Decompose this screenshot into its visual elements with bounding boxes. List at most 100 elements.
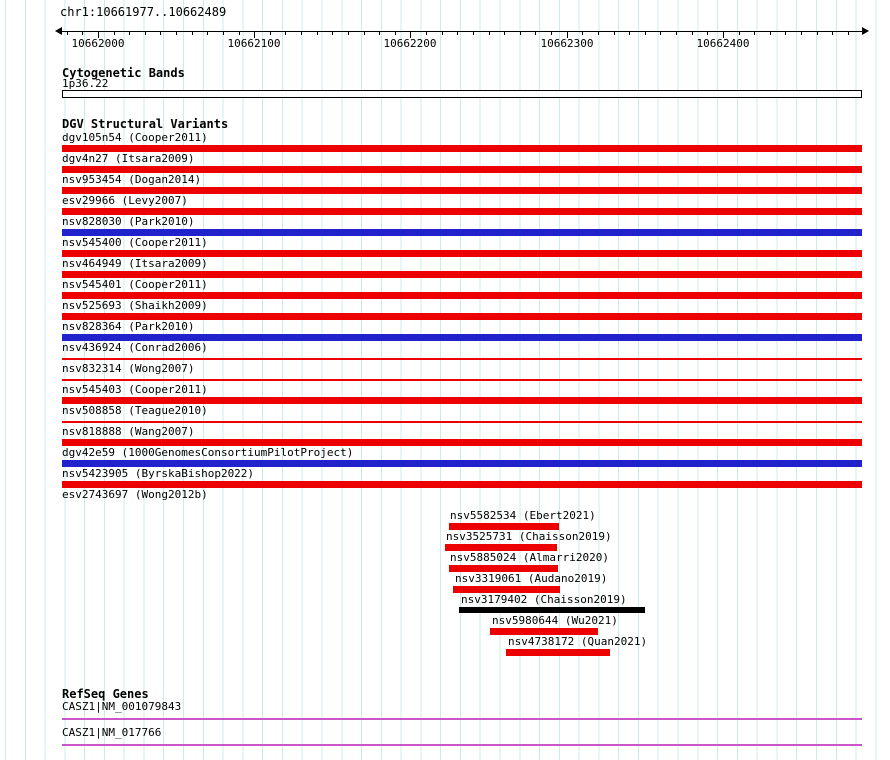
variant-label: dgv105n54 (Cooper2011) — [62, 131, 208, 144]
variant-label: nsv5980644 (Wu2021) — [492, 614, 618, 627]
variant-bar[interactable] — [62, 145, 862, 152]
ruler-minor-tick — [660, 31, 662, 35]
ruler-minor-tick — [613, 31, 615, 35]
refseq-rows: CASZ1|NM_001079843 CASZ1|NM_017766 — [0, 701, 890, 757]
variant-label: nsv5582534 (Ebert2021) — [450, 509, 596, 522]
variant-bar[interactable] — [62, 292, 862, 299]
variant-bar[interactable] — [62, 358, 862, 360]
variant-row: nsv828030 (Park2010) — [0, 215, 890, 236]
ruler-minor-tick — [832, 31, 834, 35]
variant-bar[interactable] — [62, 397, 862, 404]
variant-bar[interactable] — [62, 439, 862, 446]
variant-row: dgv4n27 (Itsara2009) — [0, 152, 890, 173]
variant-label: nsv4738172 (Quan2021) — [508, 635, 648, 648]
variant-bar[interactable] — [62, 313, 862, 320]
ruler-right-arrow-icon — [862, 27, 869, 35]
variant-row: nsv4738172 (Quan2021) — [0, 635, 890, 656]
variant-bar[interactable] — [62, 271, 862, 278]
variant-bar[interactable] — [453, 586, 560, 593]
variant-label: nsv953454 (Dogan2014) — [62, 173, 202, 186]
ruler-tick-label: 10662200 — [383, 37, 437, 50]
variant-row: nsv525693 (Shaikh2009) — [0, 299, 890, 320]
gene-label: CASZ1|NM_001079843 — [62, 700, 182, 713]
variant-label: nsv828030 (Park2010) — [62, 215, 195, 228]
ruler-minor-tick — [82, 31, 84, 35]
variant-row: nsv5980644 (Wu2021) — [0, 614, 890, 635]
ruler-minor-tick — [488, 31, 490, 35]
variant-label: nsv508858 (Teague2010) — [62, 404, 208, 417]
variant-bar[interactable] — [62, 250, 862, 257]
ruler-minor-tick — [754, 31, 756, 35]
variant-label: nsv545400 (Cooper2011) — [62, 236, 208, 249]
variant-row: dgv42e59 (1000GenomesConsortiumPilotProj… — [0, 446, 890, 467]
variant-row: nsv818888 (Wang2007) — [0, 425, 890, 446]
variant-bar[interactable] — [62, 379, 862, 381]
gene-row: CASZ1|NM_017766 — [0, 727, 890, 753]
variant-row: nsv828364 (Park2010) — [0, 320, 890, 341]
variant-row: nsv436924 (Conrad2006) — [0, 341, 890, 362]
variant-label: esv29966 (Levy2007) — [62, 194, 188, 207]
variant-bar[interactable] — [62, 421, 862, 423]
variant-row: nsv545401 (Cooper2011) — [0, 278, 890, 299]
ruler-minor-tick — [238, 31, 240, 35]
ruler-major-tick — [723, 31, 724, 38]
variant-bar[interactable] — [445, 544, 557, 551]
ruler-minor-tick — [582, 31, 584, 35]
variant-bar[interactable] — [459, 607, 645, 613]
variant-label: nsv525693 (Shaikh2009) — [62, 299, 208, 312]
ruler-minor-tick — [285, 31, 287, 35]
ruler-major-tick — [410, 31, 411, 38]
variant-bar[interactable] — [449, 565, 558, 572]
variant-label: nsv545403 (Cooper2011) — [62, 383, 208, 396]
ruler: 10662000 10662100 10662200 10662300 10662400 — [0, 0, 890, 50]
ruler-minor-tick — [332, 31, 334, 35]
variant-bar[interactable] — [62, 334, 862, 341]
ruler-minor-tick — [176, 31, 178, 35]
ruler-minor-tick — [738, 31, 740, 35]
variant-bar[interactable] — [62, 187, 862, 194]
gene-model-line[interactable] — [62, 718, 862, 720]
ruler-minor-tick — [113, 31, 115, 35]
variant-bar[interactable] — [506, 649, 610, 656]
variant-row: nsv953454 (Dogan2014) — [0, 173, 890, 194]
ruler-minor-tick — [551, 31, 553, 35]
variant-row: dgv105n54 (Cooper2011) — [0, 131, 890, 152]
ruler-minor-tick — [769, 31, 771, 35]
variant-label: nsv5423905 (ByrskaBishop2022) — [62, 467, 255, 480]
ruler-minor-tick — [301, 31, 303, 35]
variant-label: nsv828364 (Park2010) — [62, 320, 195, 333]
region-label: chr1:10661977..10662489 — [60, 5, 227, 19]
gene-label: CASZ1|NM_017766 — [62, 726, 162, 739]
variant-bar[interactable] — [62, 208, 862, 215]
variant-row: esv29966 (Levy2007) — [0, 194, 890, 215]
ruler-minor-tick — [160, 31, 162, 35]
ruler-minor-tick — [816, 31, 818, 35]
ruler-minor-tick — [207, 31, 209, 35]
ruler-minor-tick — [441, 31, 443, 35]
ruler-major-tick — [98, 31, 99, 38]
variant-label: nsv436924 (Conrad2006) — [62, 341, 208, 354]
gene-model-line[interactable] — [62, 744, 862, 746]
ruler-minor-tick — [676, 31, 678, 35]
ruler-minor-tick — [519, 31, 521, 35]
ruler-minor-tick — [707, 31, 709, 35]
variant-bar[interactable] — [490, 628, 598, 635]
variant-bar[interactable] — [62, 166, 862, 173]
ruler-tick-label: 10662000 — [71, 37, 125, 50]
variant-bar[interactable] — [449, 523, 559, 530]
ruler-major-tick — [567, 31, 568, 38]
ruler-minor-tick — [316, 31, 318, 35]
cytobands-track-title: Cytogenetic Bands — [62, 66, 185, 80]
variant-label: nsv3525731 (Chaisson2019) — [446, 530, 612, 543]
variant-label: nsv464949 (Itsara2009) — [62, 257, 208, 270]
ruler-minor-tick — [129, 31, 131, 35]
variant-bar[interactable] — [62, 229, 862, 236]
variant-bar[interactable] — [62, 481, 862, 488]
ruler-minor-tick — [222, 31, 224, 35]
variant-bar[interactable] — [62, 460, 862, 467]
refseq-track-title: RefSeq Genes — [62, 687, 149, 701]
ruler-left-arrow-icon — [55, 27, 62, 35]
ruler-minor-tick — [472, 31, 474, 35]
variant-row: nsv5885024 (Almarri2020) — [0, 551, 890, 572]
